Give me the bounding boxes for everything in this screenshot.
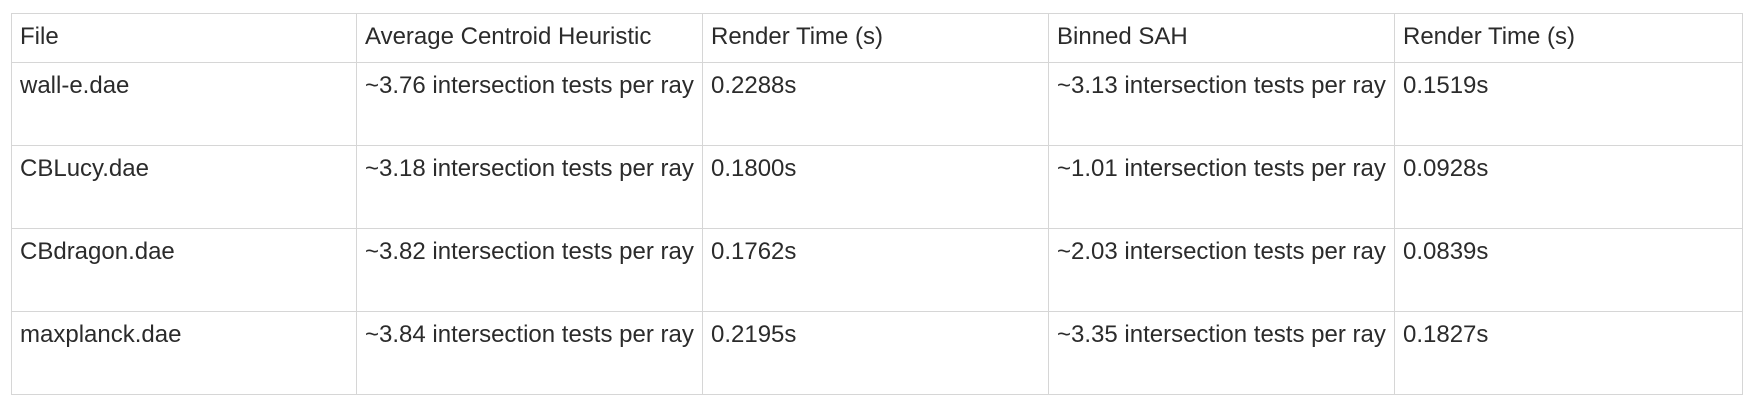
cell-centroid-tests: ~3.76 intersection tests per ray [356, 62, 703, 146]
cell-centroid-time: 0.1800s [702, 145, 1049, 229]
bvh-comparison-table: File Average Centroid Heuristic Render T… [11, 13, 1743, 395]
cell-sah-time: 0.0928s [1394, 145, 1743, 229]
header-file: File [11, 13, 357, 63]
cell-centroid-time: 0.2288s [702, 62, 1049, 146]
cell-centroid-tests: ~3.18 intersection tests per ray [356, 145, 703, 229]
header-render-time-sah: Render Time (s) [1394, 13, 1743, 63]
header-average-centroid-heuristic: Average Centroid Heuristic [356, 13, 703, 63]
table-row: CBdragon.dae ~3.82 intersection tests pe… [11, 228, 1743, 312]
table-header: File Average Centroid Heuristic Render T… [11, 13, 1743, 63]
cell-centroid-tests: ~3.82 intersection tests per ray [356, 228, 703, 312]
table-row: maxplanck.dae ~3.84 intersection tests p… [11, 311, 1743, 395]
cell-centroid-time: 0.1762s [702, 228, 1049, 312]
cell-sah-tests: ~3.35 intersection tests per ray [1048, 311, 1395, 395]
table-body: wall-e.dae ~3.76 intersection tests per … [11, 62, 1743, 395]
cell-sah-tests: ~1.01 intersection tests per ray [1048, 145, 1395, 229]
cell-file: CBLucy.dae [11, 145, 357, 229]
header-row: File Average Centroid Heuristic Render T… [11, 13, 1743, 63]
table-row: wall-e.dae ~3.76 intersection tests per … [11, 62, 1743, 146]
table-row: CBLucy.dae ~3.18 intersection tests per … [11, 145, 1743, 229]
cell-file: wall-e.dae [11, 62, 357, 146]
cell-file: maxplanck.dae [11, 311, 357, 395]
header-binned-sah: Binned SAH [1048, 13, 1395, 63]
cell-centroid-time: 0.2195s [702, 311, 1049, 395]
cell-sah-tests: ~2.03 intersection tests per ray [1048, 228, 1395, 312]
header-render-time-centroid: Render Time (s) [702, 13, 1049, 63]
cell-sah-tests: ~3.13 intersection tests per ray [1048, 62, 1395, 146]
cell-sah-time: 0.0839s [1394, 228, 1743, 312]
comparison-table-container: File Average Centroid Heuristic Render T… [11, 13, 1743, 395]
cell-sah-time: 0.1519s [1394, 62, 1743, 146]
cell-centroid-tests: ~3.84 intersection tests per ray [356, 311, 703, 395]
cell-file: CBdragon.dae [11, 228, 357, 312]
cell-sah-time: 0.1827s [1394, 311, 1743, 395]
